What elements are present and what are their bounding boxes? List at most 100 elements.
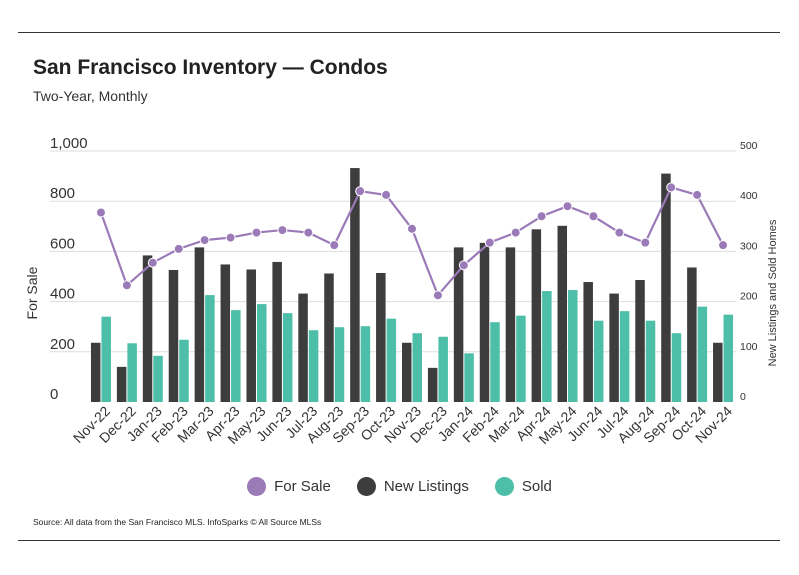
legend: For Sale New Listings Sold xyxy=(0,477,799,496)
sold-bar xyxy=(671,333,682,402)
sold-bar xyxy=(153,355,163,402)
chart-title: San Francisco Inventory — Condos xyxy=(33,56,388,79)
for-sale-point xyxy=(562,201,573,212)
right-tick-label: 400 xyxy=(740,190,758,202)
new-listings-bar xyxy=(90,342,101,402)
legend-item-for-sale[interactable]: For Sale xyxy=(247,477,331,496)
top-rule xyxy=(18,32,780,33)
left-axis-ticks: 0 200 400 600 800 1,000 xyxy=(50,135,88,403)
for-sale-point xyxy=(666,182,677,193)
new-listings-bar xyxy=(350,168,360,402)
new-listings-bar xyxy=(479,242,490,402)
sold-bar xyxy=(542,291,552,402)
left-tick-label: 800 xyxy=(50,185,75,202)
new-listings-bar xyxy=(453,247,464,402)
for-sale-point xyxy=(458,260,469,271)
new-listings-bar xyxy=(376,272,386,402)
legend-swatch-for-sale xyxy=(247,477,267,496)
for-sale-line-path xyxy=(99,186,725,298)
for-sale-point xyxy=(381,189,392,200)
for-sale-point xyxy=(355,186,366,197)
sold-bar xyxy=(464,353,474,402)
new-listings-bar xyxy=(246,269,256,402)
for-sale-point xyxy=(692,189,703,200)
source-note: Source: All data from the San Francisco … xyxy=(33,517,322,527)
left-tick-label: 400 xyxy=(50,286,75,303)
for-sale-point xyxy=(121,280,132,291)
for-sale-point xyxy=(225,232,236,243)
legend-label-for-sale: For Sale xyxy=(274,478,331,495)
sold-bar xyxy=(308,330,319,402)
new-listings-bar xyxy=(272,261,282,402)
right-tick-label: 200 xyxy=(740,291,758,303)
sold-bar xyxy=(697,306,708,402)
new-listings-bar xyxy=(220,264,231,402)
for-sale-point xyxy=(432,290,443,301)
sold-bar xyxy=(101,316,111,402)
new-listings-bar xyxy=(324,273,334,402)
for-sale-point xyxy=(640,237,651,248)
new-listings-bar xyxy=(687,267,697,402)
sold-bar xyxy=(516,315,526,402)
left-tick-label: 0 xyxy=(50,386,58,403)
for-sale-point xyxy=(199,235,210,246)
sold-bar xyxy=(179,339,189,402)
for-sale-point xyxy=(588,211,599,222)
new-listings-bar xyxy=(713,342,723,402)
left-tick-label: 600 xyxy=(50,235,75,252)
sold-bar xyxy=(205,295,215,402)
sold-bar xyxy=(231,310,241,402)
for-sale-point xyxy=(173,243,184,254)
for-sale-point xyxy=(484,237,495,248)
sold-bar xyxy=(386,318,397,402)
sold-bar xyxy=(593,320,604,402)
sold-bar xyxy=(127,343,137,402)
sold-bar xyxy=(412,333,422,402)
for-sale-point xyxy=(277,225,288,236)
for-sale-point xyxy=(510,227,521,238)
new-listings-bar xyxy=(142,255,153,402)
new-listings-bar xyxy=(194,247,205,402)
new-listings-bar xyxy=(557,225,568,402)
for-sale-point xyxy=(329,240,340,251)
sold-bar xyxy=(568,290,578,402)
new-listings-bar xyxy=(116,366,127,402)
for-sale-point xyxy=(536,211,547,222)
for-sale-point xyxy=(614,227,625,238)
new-listings-bar xyxy=(531,229,542,402)
right-tick-label: 300 xyxy=(740,240,758,252)
y-axis-label-right: New Listings and Sold Homes xyxy=(767,219,779,366)
sold-bar xyxy=(490,322,500,402)
for-sale-point xyxy=(718,240,729,251)
left-tick-label: 200 xyxy=(50,336,75,353)
legend-item-new-listings[interactable]: New Listings xyxy=(356,477,469,496)
for-sale-point xyxy=(95,207,106,218)
sold-bar xyxy=(723,314,734,402)
for-sale-point xyxy=(147,257,158,268)
sold-bar xyxy=(282,313,293,402)
legend-swatch-sold xyxy=(494,477,514,496)
legend-item-sold[interactable]: Sold xyxy=(494,477,552,496)
for-sale-line xyxy=(95,182,729,301)
legend-label-new-listings: New Listings xyxy=(383,478,469,495)
sold-bar xyxy=(438,336,448,402)
new-listings-bar xyxy=(505,247,516,402)
new-listings-bar xyxy=(609,293,619,402)
for-sale-point xyxy=(303,227,314,238)
new-listings-bar xyxy=(168,269,179,402)
sold-bar xyxy=(334,327,345,402)
right-tick-label: 0 xyxy=(740,391,746,403)
right-tick-label: 100 xyxy=(740,341,758,353)
legend-swatch-new-listings xyxy=(356,477,376,496)
right-tick-label: 500 xyxy=(740,140,758,152)
for-sale-point xyxy=(407,223,417,234)
for-sale-point xyxy=(251,227,262,238)
bars xyxy=(90,168,734,402)
new-listings-bar xyxy=(402,342,412,402)
new-listings-bar xyxy=(427,367,438,402)
x-axis-ticks: Nov-22Dec-22Jan-23Feb-23Mar-23Apr-23May-… xyxy=(70,403,735,447)
legend-label-sold: Sold xyxy=(521,478,552,495)
new-listings-bar xyxy=(298,293,308,402)
sold-bar xyxy=(256,304,267,402)
